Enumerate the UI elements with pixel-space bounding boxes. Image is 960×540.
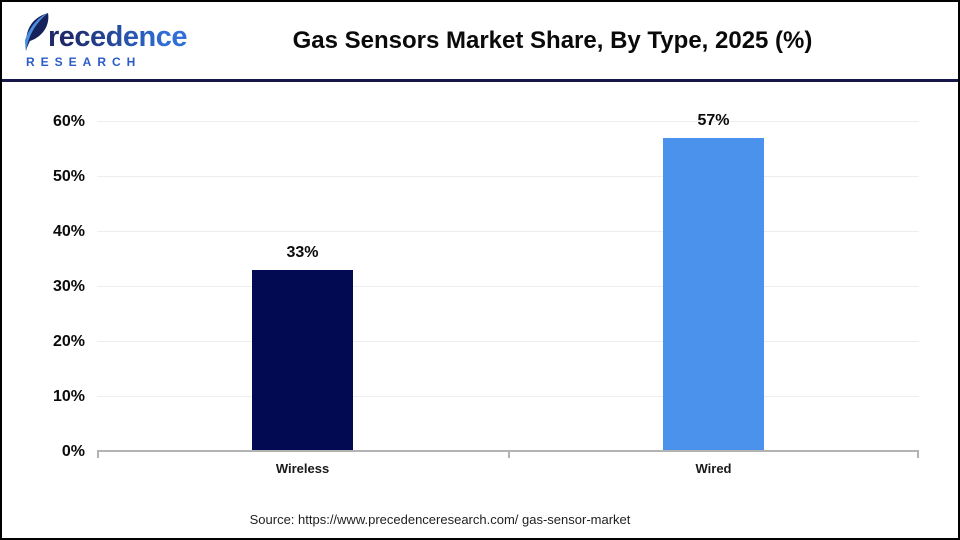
gridline: [97, 341, 919, 342]
bar-wireless: [252, 269, 353, 450]
chart-title: Gas Sensors Market Share, By Type, 2025 …: [292, 26, 813, 54]
x-axis-tick: [917, 452, 919, 458]
x-axis-category-label: Wireless: [275, 461, 330, 476]
gridline: [97, 121, 919, 122]
y-axis-tick-label: 40%: [52, 223, 85, 240]
x-axis-category-label: Wired: [695, 461, 732, 476]
y-axis-tick-label: 30%: [52, 278, 85, 295]
bar-wired: [663, 138, 764, 450]
chart-region: 33% 57% Source: https://www.precedenceres…: [2, 82, 958, 537]
header: recedence RESEARCH Gas Sensors Market Sh…: [2, 2, 958, 82]
logo-p-leaf-icon: [25, 13, 49, 51]
bar-value-label: 57%: [697, 112, 730, 130]
gridline: [97, 176, 919, 177]
logo-brand: recedence: [20, 12, 188, 53]
logo-subtitle: RESEARCH: [26, 55, 142, 69]
y-axis-tick-label: 50%: [52, 168, 85, 185]
source-text: Source: https://www.precedenceresearch.c…: [249, 512, 631, 527]
y-axis-tick-label: 0%: [61, 443, 85, 460]
plot-area: 33% 57%: [97, 112, 919, 452]
y-axis-tick-label: 60%: [52, 113, 85, 130]
gridline: [97, 286, 919, 287]
logo-brand-rest: recedence: [48, 21, 188, 53]
gridline: [97, 231, 919, 232]
y-axis-tick-label: 20%: [52, 333, 85, 350]
x-axis-tick: [508, 452, 510, 458]
y-axis-tick-label: 10%: [52, 388, 85, 405]
precedence-research-logo: recedence RESEARCH: [2, 12, 188, 69]
x-axis-tick: [97, 452, 99, 458]
gridline: [97, 396, 919, 397]
bar-value-label: 33%: [286, 243, 319, 261]
